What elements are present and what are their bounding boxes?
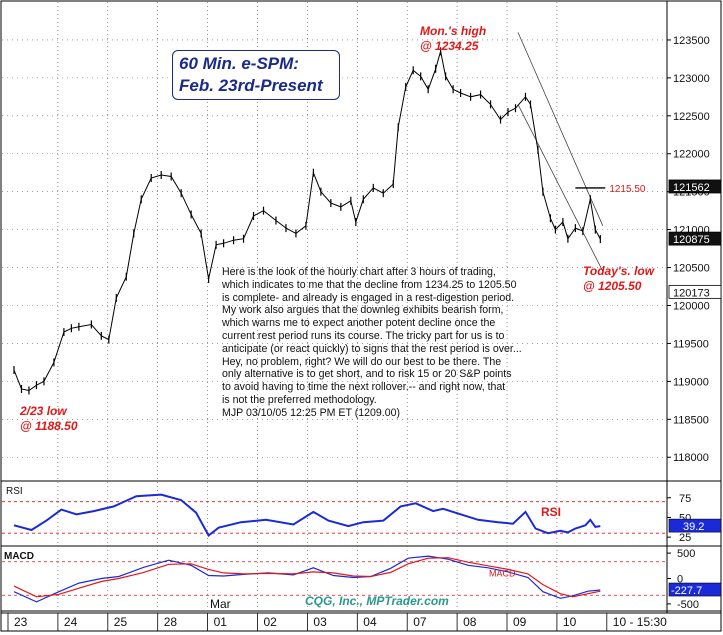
- price-series-line: [13, 51, 601, 392]
- macd-last-value-box: [668, 582, 722, 597]
- price-tag-box: [668, 179, 722, 194]
- time-axis-tick-label: 08: [463, 615, 477, 629]
- price-axis-tick-label: 118500: [673, 414, 709, 426]
- price-tag-label: 121562: [673, 182, 710, 194]
- macd-series-line: [13, 555, 601, 603]
- price-axis-tick-label: 118000: [673, 452, 709, 464]
- commentary-line: is not the preferred methodology.: [222, 393, 377, 406]
- time-axis-tick-label: 09: [513, 615, 527, 629]
- macd-last-value-label: -227.7: [671, 585, 702, 597]
- price-axis-tick-label: 122000: [673, 149, 710, 161]
- price-tag-label: 120875: [673, 234, 710, 246]
- commentary-signature: MJP 03/10/05 12:25 PM ET (1209.00): [222, 406, 401, 419]
- time-axis-tick-label: 10: [563, 615, 577, 629]
- rsi-tag-label: RSI: [541, 505, 561, 519]
- time-axis-tick-label: 01: [214, 615, 228, 629]
- mon-high-label-line1: Mon.'s high: [420, 24, 487, 38]
- resistance-label: 1215.50: [609, 184, 646, 195]
- time-axis-tick-label: 04: [363, 615, 377, 629]
- time-axis-tick-label: 23: [14, 615, 28, 629]
- rsi-axis-tick-label: 75: [679, 493, 691, 505]
- price-tag-box: [668, 284, 722, 299]
- commentary-line: which indicates to me that the decline f…: [222, 278, 517, 291]
- rsi-last-value-box: [668, 518, 722, 533]
- credit-label: CQG, Inc., MPTrader.com: [305, 594, 449, 608]
- macd-axis-tick-label: 0: [677, 574, 683, 586]
- time-axis-tick-label: 03: [313, 615, 327, 629]
- time-axis-tick-label: 25: [114, 615, 128, 629]
- price-axis-tick-label: 119500: [673, 338, 709, 350]
- today-low-label-line1: Today's. low: [583, 264, 655, 278]
- price-tag-label: 120173: [673, 287, 710, 299]
- macd-signal-line: [13, 557, 601, 598]
- commentary-line: only alternative is to get short, and to…: [222, 368, 512, 381]
- macd-axis-tick-label: -500: [677, 599, 699, 611]
- rsi-panel-title: RSI: [6, 486, 23, 497]
- channel-lower-line: [517, 104, 604, 272]
- commentary-line: My work also argues that the downleg exh…: [222, 304, 504, 317]
- chart-title: 60 Min. e-SPM: Feb. 23rd-Present: [172, 50, 340, 100]
- commentary-line: Hey, no problem, right? We will do our b…: [222, 355, 502, 368]
- time-axis-tick-label: 07: [413, 615, 427, 629]
- rsi-axis-tick-label: 25: [679, 532, 691, 544]
- commentary-line: anticipate (or react quickly) to signs t…: [222, 342, 522, 355]
- time-axis-tick-label: 02: [264, 615, 278, 629]
- today-low-label-line2: @ 1205.50: [583, 279, 642, 293]
- rsi-series-line: [13, 493, 601, 538]
- time-axis-tick-label: 24: [64, 615, 78, 629]
- today-low-label: Today's. low @ 1205.50: [583, 264, 654, 294]
- macd-axis-tick-label: 500: [677, 548, 695, 560]
- chart-title-line1: 60 Min. e-SPM:: [179, 54, 299, 73]
- price-axis-tick-label: 122500: [673, 111, 710, 123]
- macd-tag-label: MACD: [489, 568, 516, 578]
- commentary-line: which warns me to expect another potent …: [222, 317, 496, 330]
- price-axis-tick-label: 123500: [673, 35, 710, 47]
- time-axis-tick-label: 10 - 15:30: [613, 615, 667, 629]
- commentary-line: Here is the look of the hourly chart aft…: [222, 266, 496, 278]
- commentary-line: current rest period runs its course. The…: [222, 329, 505, 342]
- price-axis-tick-label: 120000: [673, 300, 710, 312]
- price-axis-tick-label: 123000: [673, 73, 710, 85]
- price-axis-tick-label: 120500: [673, 263, 710, 275]
- low-2-23-label-line1: 2/23 low: [20, 404, 67, 418]
- low-2-23-label: 2/23 low @ 1188.50: [20, 404, 78, 434]
- commentary: Here is the look of the hourly chart aft…: [222, 266, 572, 420]
- price-tag-box: [668, 231, 722, 246]
- month-label: Mar: [210, 597, 231, 611]
- mon-high-label: Mon.'s high @ 1234.25: [420, 24, 486, 54]
- commentary-line: to avoid having to time the next rollove…: [222, 381, 506, 394]
- time-axis-tick-label: 28: [164, 615, 178, 629]
- rsi-last-value-label: 39.2: [683, 521, 704, 533]
- mon-high-label-line2: @ 1234.25: [420, 39, 479, 53]
- low-2-23-label-line2: @ 1188.50: [20, 419, 78, 433]
- price-axis-tick-label: 119000: [673, 376, 709, 388]
- macd-panel-title: MACD: [4, 551, 34, 562]
- commentary-line: is complete- and already is engaged in a…: [222, 291, 515, 304]
- chart-title-line2: Feb. 23rd-Present: [179, 76, 323, 95]
- channel-upper-line: [517, 32, 604, 226]
